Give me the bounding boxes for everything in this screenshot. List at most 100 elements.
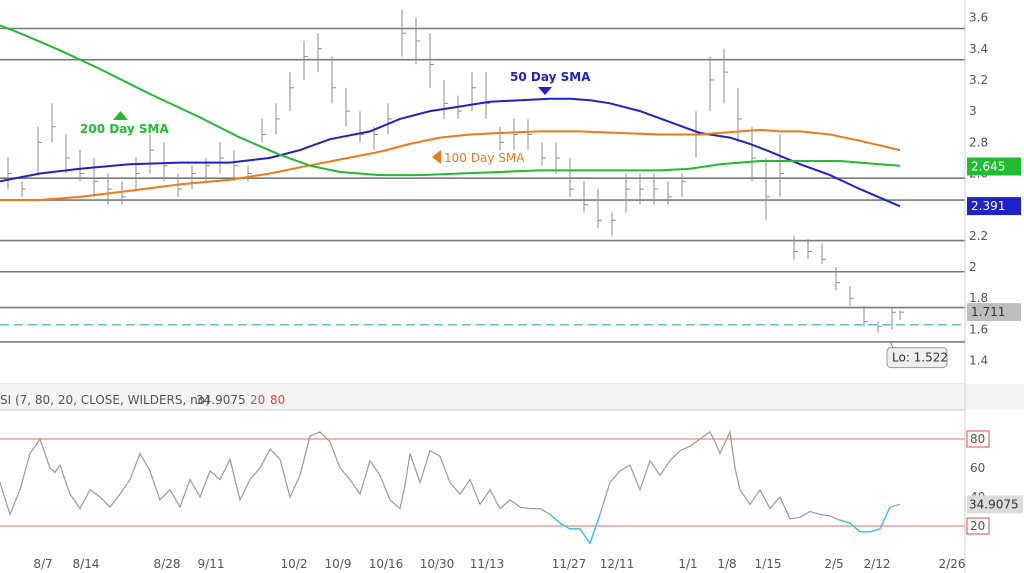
annotation-50-day-sma-marker	[538, 87, 552, 95]
rsi-oversold-segment-91	[869, 528, 881, 533]
ohlc-bar-52	[737, 87, 742, 143]
ohlc-bar-7	[107, 173, 112, 205]
ohlc-bar-27	[387, 103, 392, 135]
ohlc-bar-3	[51, 103, 56, 143]
ohlc-bar-30	[429, 33, 434, 88]
rsi-y-tick-2: 60	[970, 461, 985, 475]
ohlc-bar-43	[611, 212, 616, 236]
ohlc-bar-55	[779, 134, 784, 197]
price-ohlc-bars	[7, 9, 904, 333]
price-y-tick-9: 3.2	[969, 73, 988, 87]
ohlc-bar-28	[401, 9, 406, 57]
value-tag-2: 1.711	[971, 305, 1005, 319]
ohlc-bar-10	[149, 134, 154, 174]
ohlc-bar-18	[261, 118, 266, 143]
rsi-header-band-a: 20	[250, 393, 265, 407]
ohlc-bar-23	[331, 56, 336, 104]
price-y-tick-2: 1.8	[969, 291, 988, 305]
ohlc-bar-36	[513, 118, 518, 151]
ohlc-bar-38	[541, 142, 546, 166]
rsi-y-tick-3: 80	[970, 432, 985, 446]
ohlc-bar-59	[835, 267, 840, 291]
price-panel: 50 Day SMA 100 Day SMA 200 Day SMA	[0, 0, 965, 384]
value-tag-1: 2.391	[971, 199, 1005, 213]
x-tick-0: 8/7	[33, 557, 52, 571]
rsi-band-tag-bg-3	[966, 430, 990, 448]
low-callout-box	[886, 347, 948, 369]
ohlc-bar-17	[247, 165, 252, 182]
rsi-band-tag-bg-0	[966, 517, 990, 535]
ohlc-bar-58	[821, 243, 826, 264]
rsi-oversold-segment-92	[879, 506, 891, 530]
ohlc-bar-29	[415, 17, 420, 65]
price-levels	[0, 27, 965, 343]
rsi-bands	[0, 438, 965, 527]
ohlc-bar-1	[21, 181, 26, 197]
ohlc-bar-35	[499, 126, 504, 151]
price-sma-lines	[0, 24, 901, 208]
ohlc-bar-34	[485, 72, 490, 119]
ohlc-bar-45	[639, 173, 644, 205]
ohlc-bar-42	[597, 189, 602, 229]
x-tick-12: 1/8	[717, 557, 736, 571]
rsi-oversold-segment-89	[849, 522, 861, 533]
rsi-value-tag: 34.9075	[969, 497, 1019, 511]
ohlc-bar-57	[807, 238, 812, 260]
ohlc-bar-16	[233, 150, 238, 182]
panel-gap	[0, 384, 1024, 410]
price-y-tick-8: 3	[969, 104, 977, 118]
rsi-value-tag-bg	[967, 495, 1023, 514]
ohlc-bar-13	[191, 165, 196, 190]
ohlc-bar-8	[121, 181, 126, 205]
ohlc-bar-60	[849, 285, 854, 307]
price-y-tick-0: 1.4	[969, 354, 988, 368]
x-tick-1: 8/14	[73, 557, 100, 571]
rsi-header-band-b: 80	[270, 393, 285, 407]
ohlc-bar-39	[555, 142, 560, 174]
x-tick-14: 2/5	[824, 557, 843, 571]
x-tick-2: 8/28	[154, 557, 181, 571]
rsi-line-path	[0, 429, 901, 545]
ohlc-bar-62	[877, 321, 882, 333]
rsi-oversold-segment-60	[579, 528, 591, 544]
x-tick-13: 1/15	[755, 557, 782, 571]
low-callout-label: Lo: 1.522	[892, 351, 948, 365]
rsi-oversold-segment-58	[559, 522, 571, 530]
ohlc-bar-61	[863, 306, 868, 327]
sma-line-0	[0, 97, 901, 208]
ohlc-bar-24	[345, 87, 350, 127]
x-tick-15: 2/12	[864, 557, 891, 571]
ohlc-bar-56	[793, 235, 798, 260]
value-tags: 2.645 2.391 1.711 Lo: 1.522	[886, 157, 1021, 369]
x-tick-9: 11/27	[552, 557, 587, 571]
rsi-header: SI (7, 80, 20, CLOSE, WILDERS, no) 34.90…	[0, 393, 285, 407]
rsi-oversold-segment-57	[549, 513, 561, 524]
ohlc-bar-22	[317, 33, 322, 73]
sma-line-1	[0, 128, 901, 201]
ohlc-bar-2	[37, 126, 42, 174]
ohlc-bar-41	[583, 181, 588, 213]
price-plot-area	[0, 0, 965, 384]
rsi-panel	[0, 429, 965, 545]
value-tag-bg-2	[967, 303, 1021, 322]
ohlc-bar-63	[891, 307, 896, 330]
ohlc-bar-6	[93, 157, 98, 197]
price-y-tick-10: 3.4	[969, 42, 988, 56]
ohlc-bar-20	[289, 72, 294, 112]
price-y-tick-11: 3.6	[969, 11, 988, 25]
x-tick-3: 9/11	[198, 557, 225, 571]
x-tick-6: 10/16	[369, 557, 404, 571]
ohlc-bar-21	[303, 40, 308, 80]
x-tick-10: 12/11	[600, 557, 635, 571]
x-tick-8: 11/13	[470, 557, 505, 571]
value-tag-bg-0	[967, 157, 1021, 176]
ohlc-bar-4	[65, 134, 70, 174]
rsi-oversold-segment-88	[839, 519, 851, 524]
ohlc-bar-51	[723, 48, 728, 104]
rsi-header-value: 34.9075	[196, 393, 246, 407]
ohlc-bar-11	[163, 142, 168, 182]
value-tag-0: 2.645	[971, 159, 1005, 173]
ohlc-bar-64	[899, 310, 904, 321]
x-tick-5: 10/9	[325, 557, 352, 571]
